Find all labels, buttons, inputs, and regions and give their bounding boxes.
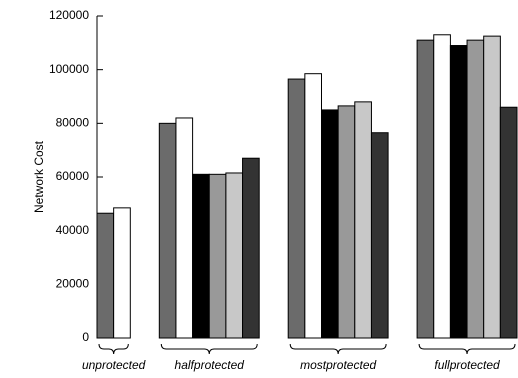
bar [499,106,518,339]
category-label: fullprotected [434,358,500,372]
y-tick-label: 60000 [56,169,90,183]
y-tick-label: 0 [82,330,89,344]
bar [304,73,323,339]
bar [96,212,115,339]
bar [483,35,501,339]
bar [354,101,372,339]
y-tick-label: 40000 [56,223,90,237]
bar [225,172,244,339]
bar [449,45,468,339]
bar [113,207,131,339]
bar [242,157,260,339]
category-label: mostprotected [300,358,376,372]
bar [337,105,356,339]
y-tick-label: 80000 [56,116,90,130]
bar [287,78,306,339]
bar [370,132,389,339]
y-tick-label: 120000 [49,8,89,22]
category-label: unprotected [82,358,146,372]
bar [466,39,485,339]
category-label: halfprotected [175,358,245,372]
y-tick-label: 100000 [49,62,89,76]
brace [289,343,387,355]
bar [175,117,194,339]
bar [208,173,227,339]
y-axis-label: Network Cost [32,140,46,213]
y-tick-label: 20000 [56,277,90,291]
brace [418,343,516,355]
brace [160,343,258,355]
brace [98,343,129,355]
bar [158,122,177,339]
bar [192,173,210,339]
bar [321,109,339,339]
bar [433,34,451,339]
bar [416,39,435,339]
